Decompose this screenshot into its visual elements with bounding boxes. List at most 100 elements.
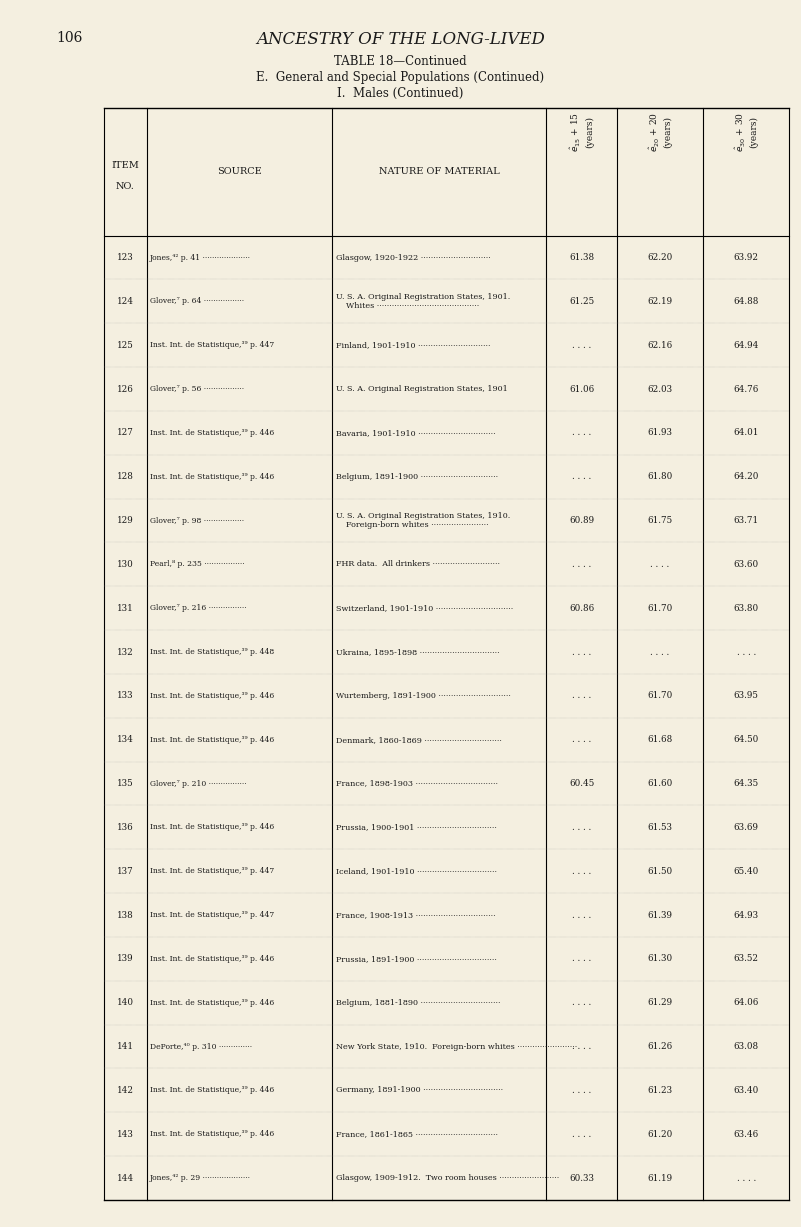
Text: 143: 143 — [117, 1130, 134, 1139]
Text: Germany, 1891-1900 ································: Germany, 1891-1900 ·····················… — [336, 1086, 503, 1094]
Text: Bavaria, 1901-1910 ·······························: Bavaria, 1901-1910 ·····················… — [336, 429, 495, 437]
Text: 136: 136 — [117, 823, 134, 832]
Text: 63.80: 63.80 — [734, 604, 759, 612]
Text: 61.30: 61.30 — [647, 955, 673, 963]
Text: 61.23: 61.23 — [647, 1086, 673, 1094]
Text: SOURCE: SOURCE — [217, 167, 262, 177]
Text: 60.86: 60.86 — [569, 604, 594, 612]
Text: Finland, 1901-1910 ·····························: Finland, 1901-1910 ·····················… — [336, 341, 490, 350]
Text: Inst. Int. de Statistique,³⁹ p. 447: Inst. Int. de Statistique,³⁹ p. 447 — [150, 867, 274, 875]
Text: 64.88: 64.88 — [734, 297, 759, 306]
Text: ITEM: ITEM — [111, 161, 139, 171]
Text: 60.33: 60.33 — [569, 1173, 594, 1183]
Text: Inst. Int. de Statistique,³⁹ p. 446: Inst. Int. de Statistique,³⁹ p. 446 — [150, 823, 274, 832]
Text: U. S. A. Original Registration States, 1901.
    Whites ························: U. S. A. Original Registration States, 1… — [336, 293, 510, 310]
Text: . . . .: . . . . — [572, 1086, 591, 1094]
Text: 63.71: 63.71 — [734, 517, 759, 525]
Text: 61.80: 61.80 — [647, 472, 673, 481]
Text: 63.95: 63.95 — [734, 691, 759, 701]
Text: U. S. A. Original Registration States, 1910.
    Foreign-born whites ···········: U. S. A. Original Registration States, 1… — [336, 512, 510, 529]
Text: Glasgow, 1909-1912.  Two room houses ························: Glasgow, 1909-1912. Two room houses ····… — [336, 1174, 559, 1182]
Text: 63.08: 63.08 — [734, 1042, 759, 1052]
Text: 61.50: 61.50 — [647, 866, 673, 876]
Text: $\hat{e}_{15}$ + 15
(years): $\hat{e}_{15}$ + 15 (years) — [570, 112, 594, 152]
Text: Inst. Int. de Statistique,³⁹ p. 446: Inst. Int. de Statistique,³⁹ p. 446 — [150, 1130, 274, 1139]
Text: NO.: NO. — [116, 182, 135, 191]
Text: 64.76: 64.76 — [734, 384, 759, 394]
Text: 128: 128 — [117, 472, 134, 481]
Text: . . . .: . . . . — [572, 1042, 591, 1052]
Text: Inst. Int. de Statistique,³⁹ p. 447: Inst. Int. de Statistique,³⁹ p. 447 — [150, 912, 274, 919]
Text: 61.75: 61.75 — [647, 517, 673, 525]
Text: Glover,⁷ p. 210 ················: Glover,⁷ p. 210 ················ — [150, 779, 247, 788]
Text: 129: 129 — [117, 517, 134, 525]
Text: . . . .: . . . . — [572, 1130, 591, 1139]
Text: Ukraina, 1895-1898 ································: Ukraina, 1895-1898 ·····················… — [336, 648, 499, 656]
Text: Denmark, 1860-1869 ·······························: Denmark, 1860-1869 ·····················… — [336, 736, 501, 744]
Text: . . . .: . . . . — [572, 428, 591, 437]
Text: Prussia, 1891-1900 ································: Prussia, 1891-1900 ·····················… — [336, 955, 497, 963]
Text: Prussia, 1900-1901 ································: Prussia, 1900-1901 ·····················… — [336, 823, 497, 832]
Text: Jones,⁴² p. 41 ····················: Jones,⁴² p. 41 ···················· — [150, 254, 251, 261]
Text: . . . .: . . . . — [572, 560, 591, 569]
Text: France, 1908-1913 ································: France, 1908-1913 ······················… — [336, 912, 495, 919]
Text: 131: 131 — [117, 604, 134, 612]
Text: Glover,⁷ p. 216 ················: Glover,⁷ p. 216 ················ — [150, 604, 247, 612]
Text: Jones,⁴² p. 29 ····················: Jones,⁴² p. 29 ···················· — [150, 1174, 251, 1182]
Text: I.  Males (Continued): I. Males (Continued) — [337, 87, 464, 101]
Text: 130: 130 — [117, 560, 134, 569]
Text: Iceland, 1901-1910 ································: Iceland, 1901-1910 ·····················… — [336, 867, 497, 875]
Text: 60.89: 60.89 — [569, 517, 594, 525]
Text: . . . .: . . . . — [572, 999, 591, 1007]
Text: Inst. Int. de Statistique,³⁹ p. 446: Inst. Int. de Statistique,³⁹ p. 446 — [150, 736, 274, 744]
Text: 60.45: 60.45 — [569, 779, 594, 788]
Text: 61.39: 61.39 — [647, 910, 673, 919]
Text: 132: 132 — [117, 648, 134, 656]
Text: FHR data.  All drinkers ···························: FHR data. All drinkers ·················… — [336, 561, 500, 568]
Text: 64.01: 64.01 — [734, 428, 759, 437]
Text: Inst. Int. de Statistique,³⁹ p. 447: Inst. Int. de Statistique,³⁹ p. 447 — [150, 341, 274, 350]
Text: E.  General and Special Populations (Continued): E. General and Special Populations (Cont… — [256, 71, 545, 85]
Text: 61.53: 61.53 — [647, 823, 673, 832]
Text: 142: 142 — [117, 1086, 134, 1094]
Text: 125: 125 — [117, 341, 134, 350]
Text: Inst. Int. de Statistique,³⁹ p. 446: Inst. Int. de Statistique,³⁹ p. 446 — [150, 692, 274, 699]
Text: Glover,⁷ p. 98 ·················: Glover,⁷ p. 98 ················· — [150, 517, 244, 524]
Text: Switzerland, 1901-1910 ·······························: Switzerland, 1901-1910 ·················… — [336, 604, 513, 612]
Text: 133: 133 — [117, 691, 134, 701]
Text: . . . .: . . . . — [572, 955, 591, 963]
Text: 61.60: 61.60 — [647, 779, 673, 788]
Text: 126: 126 — [117, 384, 134, 394]
Text: France, 1861-1865 ·································: France, 1861-1865 ······················… — [336, 1130, 497, 1139]
Text: Glasgow, 1920-1922 ····························: Glasgow, 1920-1922 ·····················… — [336, 254, 490, 261]
Text: 61.06: 61.06 — [569, 384, 594, 394]
Text: . . . .: . . . . — [572, 910, 591, 919]
Text: 61.19: 61.19 — [647, 1173, 673, 1183]
Text: 61.25: 61.25 — [569, 297, 594, 306]
Text: 139: 139 — [117, 955, 134, 963]
Text: France, 1898-1903 ·································: France, 1898-1903 ······················… — [336, 779, 497, 788]
Text: ANCESTRY OF THE LONG-LIVED: ANCESTRY OF THE LONG-LIVED — [256, 31, 545, 48]
Text: 64.94: 64.94 — [734, 341, 759, 350]
Text: Belgium, 1881-1890 ································: Belgium, 1881-1890 ·····················… — [336, 999, 500, 1006]
Text: Inst. Int. de Statistique,³⁹ p. 446: Inst. Int. de Statistique,³⁹ p. 446 — [150, 1086, 274, 1094]
Text: 127: 127 — [117, 428, 134, 437]
Text: Wurtemberg, 1891-1900 ·····························: Wurtemberg, 1891-1900 ··················… — [336, 692, 510, 699]
Text: Inst. Int. de Statistique,³⁹ p. 446: Inst. Int. de Statistique,³⁹ p. 446 — [150, 999, 274, 1006]
Text: . . . .: . . . . — [650, 560, 670, 569]
Text: 63.40: 63.40 — [734, 1086, 759, 1094]
Text: 61.20: 61.20 — [647, 1130, 673, 1139]
Text: . . . .: . . . . — [572, 823, 591, 832]
Text: Inst. Int. de Statistique,³⁹ p. 446: Inst. Int. de Statistique,³⁹ p. 446 — [150, 955, 274, 963]
Text: 135: 135 — [117, 779, 134, 788]
Text: 137: 137 — [117, 866, 134, 876]
Text: . . . .: . . . . — [736, 648, 756, 656]
Text: U. S. A. Original Registration States, 1901: U. S. A. Original Registration States, 1… — [336, 385, 507, 393]
Text: . . . .: . . . . — [572, 691, 591, 701]
Text: 61.93: 61.93 — [647, 428, 673, 437]
Text: . . . .: . . . . — [572, 648, 591, 656]
Text: . . . .: . . . . — [650, 648, 670, 656]
Text: 62.19: 62.19 — [647, 297, 673, 306]
Text: 64.20: 64.20 — [734, 472, 759, 481]
Text: 64.06: 64.06 — [734, 999, 759, 1007]
